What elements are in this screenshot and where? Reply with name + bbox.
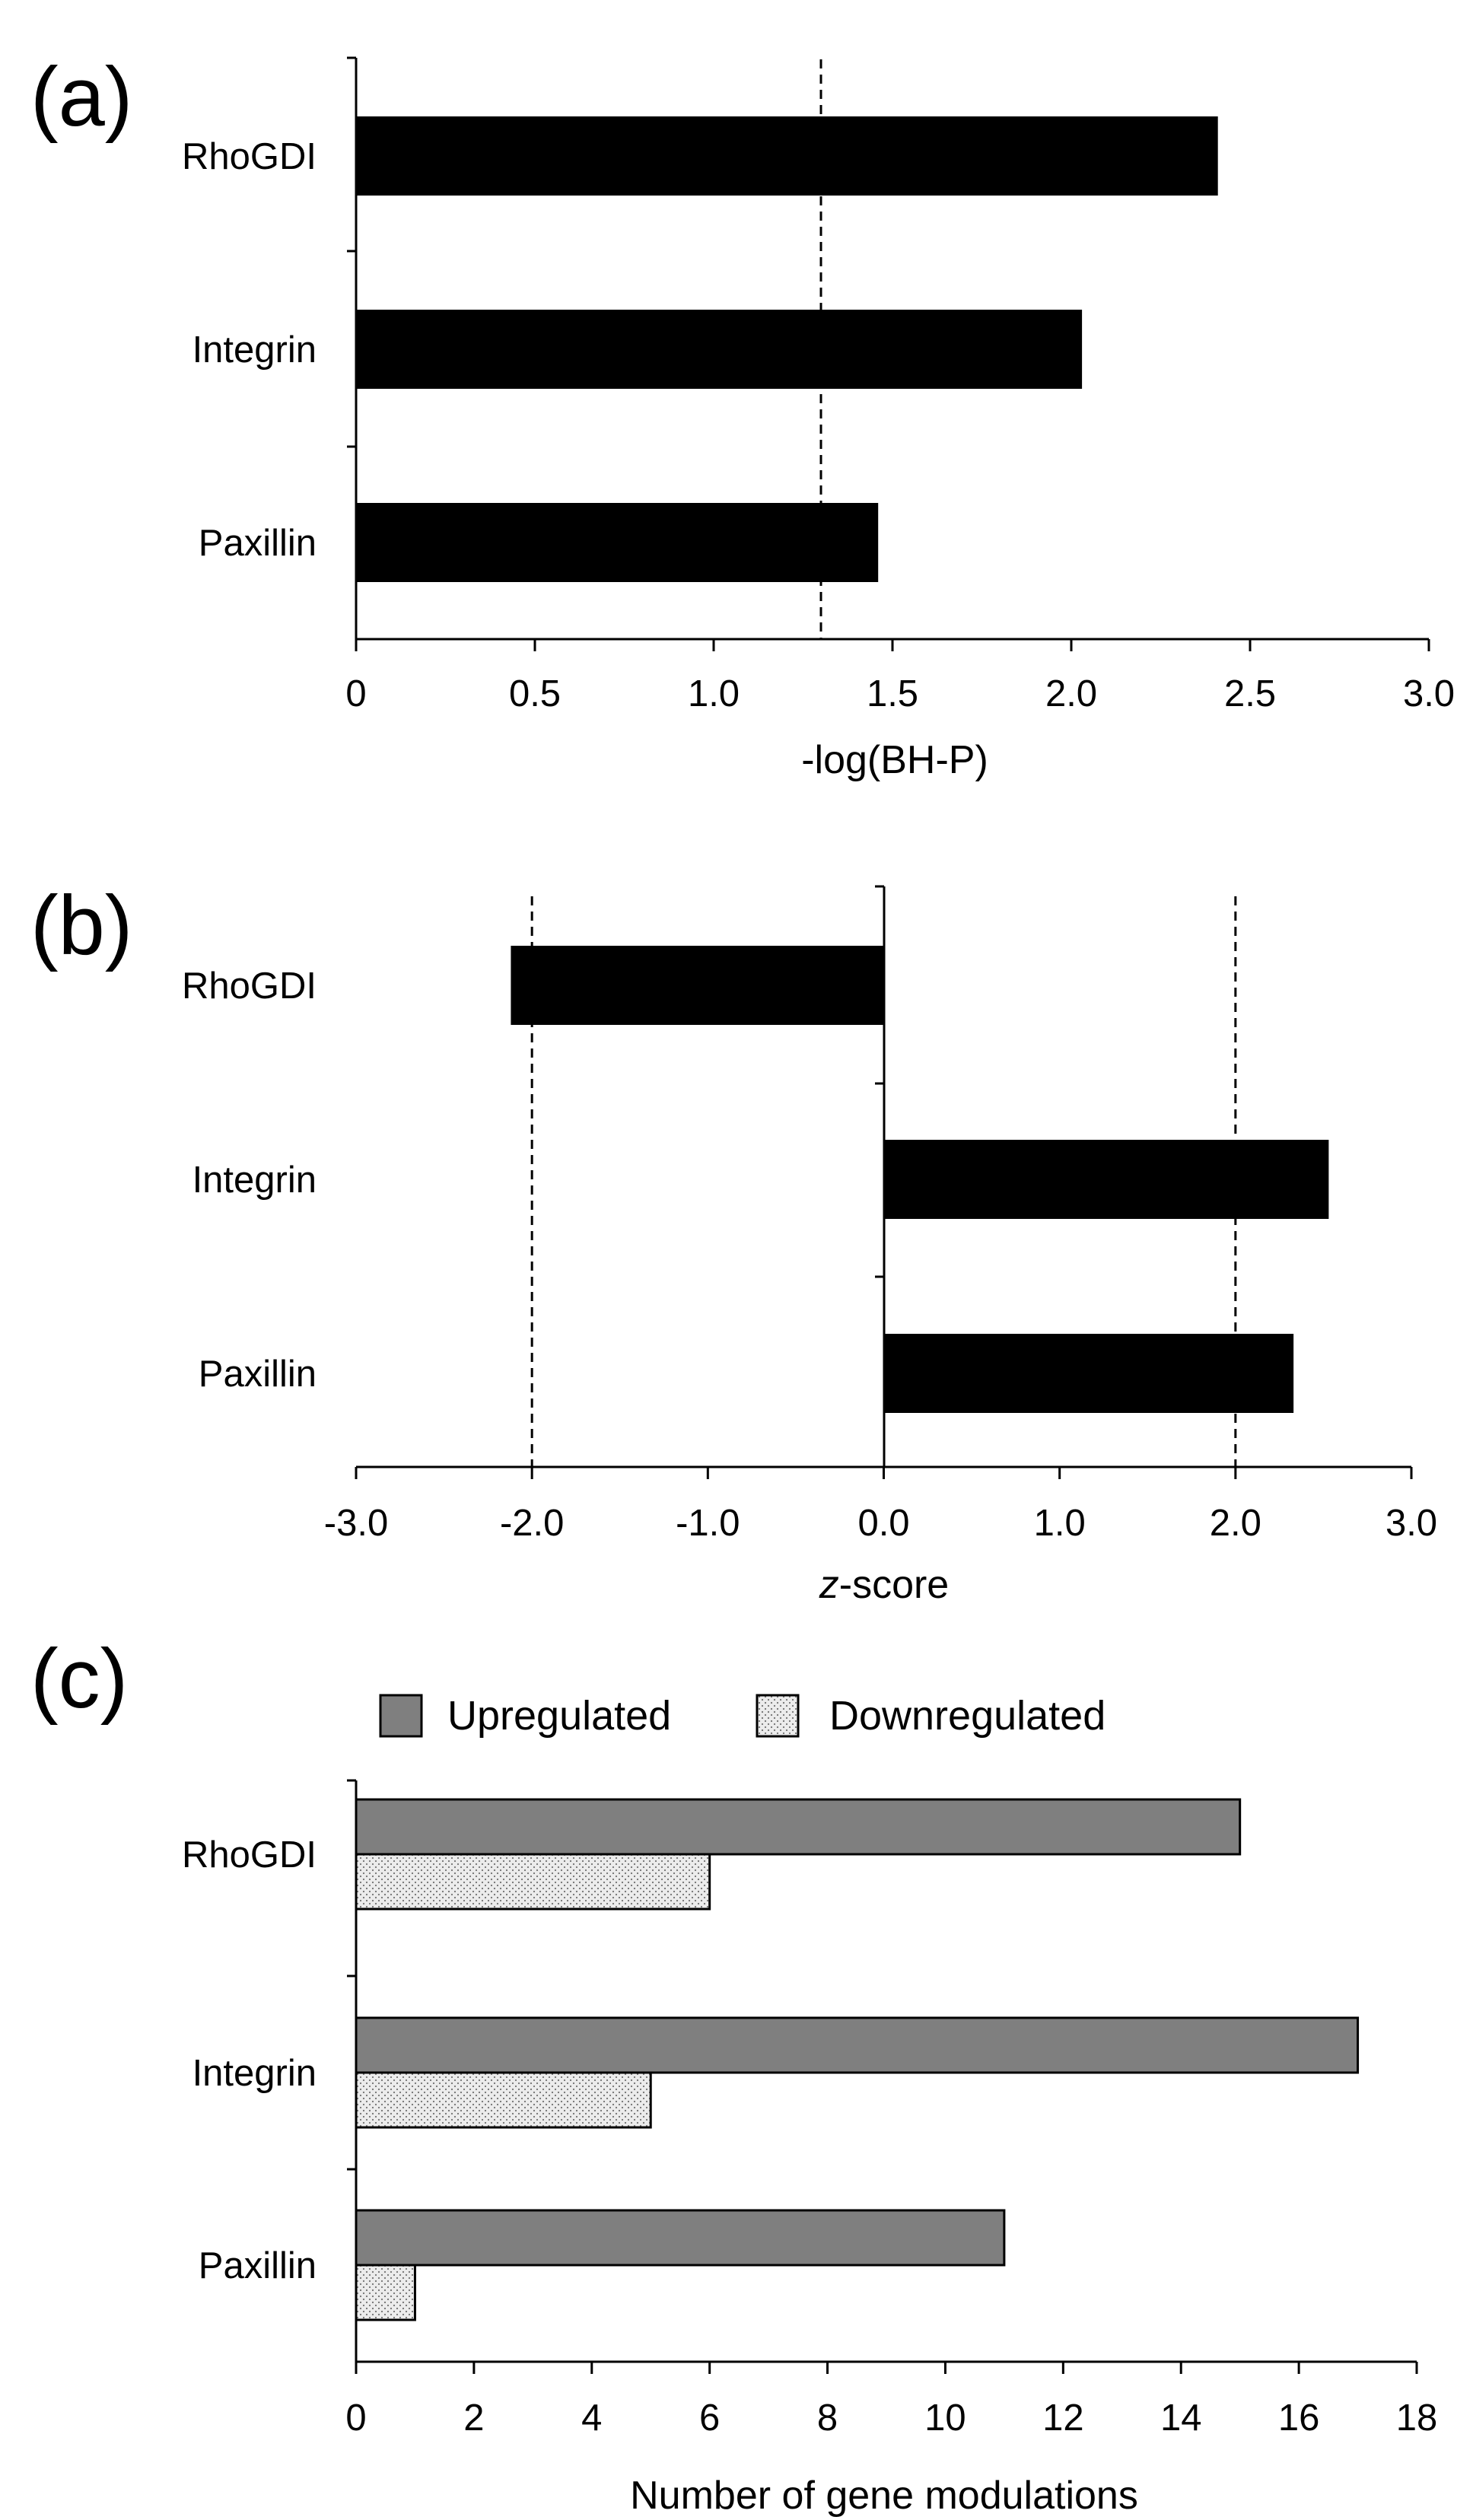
chart-c-bars [355, 1798, 1360, 2321]
chart-b-x-axis-title-rest: -score [839, 1563, 949, 1607]
chart-c-bar-integrin-downregulated [355, 2071, 652, 2129]
chart-b-bars [511, 946, 1329, 1413]
chart-a-x-tick-label-5: 2.5 [1224, 673, 1276, 714]
chart-c-x-tick-label-7: 14 [1160, 2398, 1202, 2439]
chart-b-x-axis-title: z-score [819, 1563, 949, 1607]
chart-a-category-label-paxillin: Paxillin [199, 523, 317, 564]
chart-c-category-label-paxillin: Paxillin [199, 2245, 317, 2286]
chart-b-x-tick-label-3: 0.0 [857, 1503, 909, 1544]
chart-c: (c) Upregulated Downregulated 0 2 4 6 8 10 12 1… [30, 1632, 1437, 2518]
chart-c-bar-paxillin-upregulated [355, 2209, 1006, 2267]
chart-b-bar-paxillin [883, 1334, 1294, 1413]
chart-b-x-tick-label-0: -3.0 [324, 1503, 388, 1544]
chart-b-categories: RhoGDI Integrin Paxillin [182, 966, 317, 1395]
chart-b-x-tick-label-5: 2.0 [1210, 1503, 1261, 1544]
chart-b-x-tick-label-6: 3.0 [1386, 1503, 1437, 1544]
chart-a-ticks: 0 0.5 1.0 1.5 2.0 2.5 3.0 [345, 639, 1455, 714]
chart-b-reflines [530, 896, 1237, 1467]
chart-c-bar-rhogdi-downregulated [355, 1853, 711, 1911]
chart-a-x-tick-label-6: 3.0 [1403, 673, 1455, 714]
legend-label-downregulated: Downregulated [829, 1693, 1106, 1739]
chart-c-bar-integrin-upregulated [355, 2016, 1360, 2074]
chart-b-category-label-rhogdi: RhoGDI [182, 966, 317, 1007]
chart-c-axes [347, 1779, 1417, 2363]
chart-b-bar-integrin [883, 1140, 1329, 1219]
chart-c-x-tick-label-3: 6 [699, 2398, 720, 2439]
chart-b-bar-rhogdi [511, 946, 884, 1025]
chart-a-category-label-integrin: Integrin [192, 329, 317, 371]
legend-swatch-upregulated [379, 1694, 423, 1738]
chart-c-x-tick-label-2: 4 [581, 2398, 602, 2439]
chart-c-x-tick-label-4: 8 [817, 2398, 838, 2439]
chart-a-x-tick-label-1: 0.5 [509, 673, 561, 714]
chart-b-x-tick-label-1: -2.0 [500, 1503, 564, 1544]
panel-label-a: (a) [30, 50, 132, 144]
chart-a-category-label-rhogdi: RhoGDI [182, 136, 317, 177]
chart-c-x-tick-label-9: 18 [1396, 2398, 1438, 2439]
panel-label-c: (c) [30, 1632, 128, 1726]
chart-b-ticks: -3.0 -2.0 -1.0 0.0 1.0 2.0 3.0 [324, 1467, 1437, 1544]
chart-c-legend: Upregulated Downregulated [379, 1693, 1106, 1739]
chart-b-x-axis-title-italic: z [819, 1563, 839, 1607]
chart-c-x-tick-label-8: 16 [1278, 2398, 1320, 2439]
chart-a-x-tick-label-4: 2.0 [1045, 673, 1097, 714]
chart-c-ticks: 0 2 4 6 8 10 12 14 16 18 [345, 2362, 1437, 2439]
chart-a-bar-paxillin [356, 503, 879, 582]
chart-c-bar-rhogdi-upregulated [355, 1798, 1242, 1856]
panel-label-b: (b) [30, 879, 132, 972]
chart-c-bar-paxillin-downregulated [355, 2264, 416, 2321]
chart-c-x-tick-label-6: 12 [1042, 2398, 1084, 2439]
chart-a-x-tick-label-3: 1.5 [867, 673, 918, 714]
chart-a-categories: RhoGDI Integrin Paxillin [182, 136, 317, 564]
chart-b-x-tick-label-4: 1.0 [1034, 1503, 1086, 1544]
chart-c-categories: RhoGDI Integrin Paxillin [182, 1834, 317, 2286]
chart-b-category-label-integrin: Integrin [192, 1160, 317, 1201]
chart-b: (b) -3.0 -2.0 -1.0 0.0 1.0 2.0 3.0 RhoGDI Integ… [30, 879, 1437, 1607]
legend-swatch-downregulated [756, 1694, 800, 1738]
legend-label-upregulated: Upregulated [447, 1693, 671, 1739]
chart-a-bar-integrin [356, 310, 1083, 389]
chart-a: (a) 0 0.5 1.0 1.5 2.0 2.5 3.0 RhoGDI Integrin Pa… [30, 50, 1455, 782]
chart-a-x-tick-label-0: 0 [345, 673, 366, 714]
chart-a-bars [356, 116, 1218, 582]
chart-a-x-tick-label-2: 1.0 [688, 673, 740, 714]
chart-c-x-tick-label-5: 10 [924, 2398, 966, 2439]
chart-b-x-tick-label-2: -1.0 [676, 1503, 740, 1544]
chart-c-category-label-rhogdi: RhoGDI [182, 1834, 317, 1876]
chart-a-x-axis-title: -log(BH-P) [801, 738, 988, 782]
chart-c-x-tick-label-1: 2 [463, 2398, 484, 2439]
chart-a-bar-rhogdi [356, 116, 1218, 196]
chart-c-x-tick-label-0: 0 [345, 2398, 366, 2439]
chart-c-x-axis-title: Number of gene modulations [630, 2474, 1138, 2518]
chart-b-category-label-paxillin: Paxillin [199, 1354, 317, 1395]
chart-c-category-label-integrin: Integrin [192, 2053, 317, 2094]
